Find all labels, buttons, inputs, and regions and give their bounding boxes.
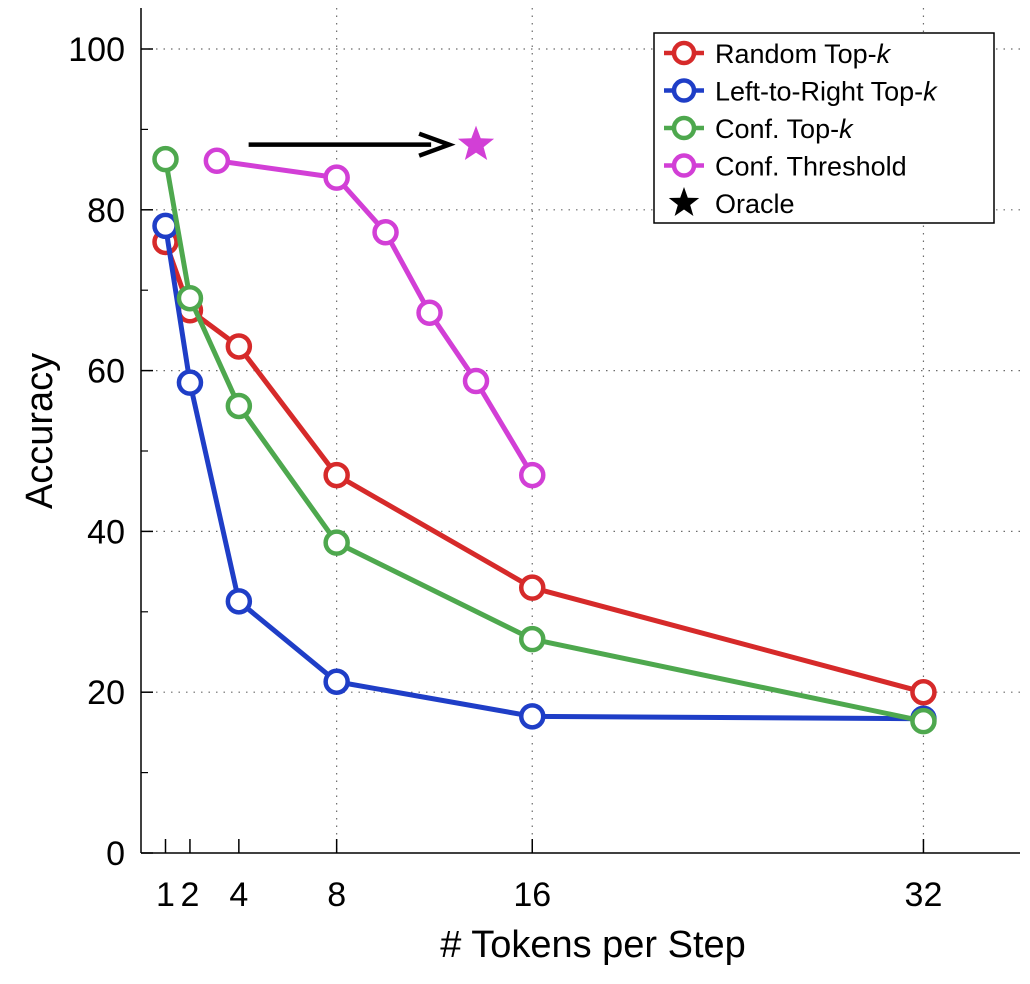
data-point bbox=[176, 369, 204, 396]
annotation-arrow-head bbox=[418, 131, 456, 158]
data-point bbox=[416, 299, 443, 326]
legend-star-icon bbox=[668, 187, 700, 216]
legend-swatch-marker bbox=[671, 115, 697, 141]
series-line bbox=[163, 225, 924, 722]
legend-box bbox=[653, 32, 995, 224]
data-point bbox=[910, 678, 937, 706]
data-point bbox=[323, 668, 350, 695]
axis-ticks: 0 20 40 60 80 100 1 2 4 8 16 32 bbox=[68, 31, 942, 914]
data-point bbox=[462, 367, 490, 395]
data-point bbox=[225, 392, 253, 420]
data-point bbox=[519, 703, 546, 730]
data-point bbox=[152, 145, 179, 173]
x-tick-label: 32 bbox=[905, 876, 943, 914]
data-point bbox=[323, 461, 350, 489]
legend-label: Conf. Threshold bbox=[715, 152, 907, 182]
y-axis-title: Accuracy bbox=[19, 353, 61, 509]
x-axis-title: # Tokens per Step bbox=[440, 924, 746, 966]
x-tick-label: 2 bbox=[180, 876, 199, 914]
legend-item: Conf. Threshold bbox=[664, 152, 907, 182]
legend-label: Left-to-Right Top-k bbox=[715, 77, 938, 107]
series-group bbox=[203, 147, 546, 489]
y-tick-label: 60 bbox=[87, 353, 125, 391]
data-point bbox=[323, 529, 350, 556]
series-line bbox=[216, 158, 535, 477]
data-point bbox=[519, 574, 546, 601]
legend-swatch-marker bbox=[671, 78, 697, 103]
x-tick-label: 8 bbox=[327, 876, 346, 914]
x-tick-label: 1 bbox=[156, 876, 175, 914]
y-tick-label: 40 bbox=[87, 513, 125, 551]
legend-item: Left-to-Right Top-k bbox=[664, 77, 938, 107]
y-tick-label: 80 bbox=[87, 192, 125, 230]
legend-item: Random Top-k bbox=[664, 39, 892, 69]
axes bbox=[140, 8, 1020, 854]
annotation-layer bbox=[248, 125, 495, 161]
oracle-star-marker bbox=[457, 125, 495, 161]
data-point bbox=[225, 333, 253, 360]
legend-swatch-marker bbox=[671, 40, 697, 66]
data-point bbox=[519, 461, 546, 489]
data-point bbox=[225, 588, 253, 615]
legend-label: Oracle bbox=[715, 189, 795, 219]
y-tick-label: 0 bbox=[106, 835, 125, 873]
y-tick-label: 100 bbox=[68, 31, 125, 69]
series-layer bbox=[152, 145, 937, 735]
legend-label: Conf. Top-k bbox=[715, 114, 854, 144]
data-point bbox=[323, 164, 350, 191]
series-line bbox=[163, 158, 924, 724]
data-point bbox=[152, 212, 179, 240]
data-point bbox=[203, 147, 231, 175]
series-line bbox=[163, 241, 925, 695]
data-point bbox=[372, 219, 399, 246]
legend-item: Conf. Top-k bbox=[664, 114, 854, 144]
data-point bbox=[176, 284, 204, 312]
legend-swatch-marker bbox=[671, 153, 697, 178]
x-tick-label: 16 bbox=[513, 876, 551, 914]
data-point bbox=[519, 625, 546, 653]
legend: Random Top-k Left-to-Right Top-k Conf. Top… bbox=[653, 32, 995, 224]
data-point bbox=[910, 707, 937, 735]
series-group bbox=[152, 145, 937, 735]
legend-label: Random Top-k bbox=[715, 39, 892, 69]
series-group bbox=[152, 228, 937, 706]
legend-item: Oracle bbox=[668, 187, 795, 219]
x-tick-label: 4 bbox=[229, 876, 248, 914]
y-tick-label: 20 bbox=[87, 674, 125, 712]
